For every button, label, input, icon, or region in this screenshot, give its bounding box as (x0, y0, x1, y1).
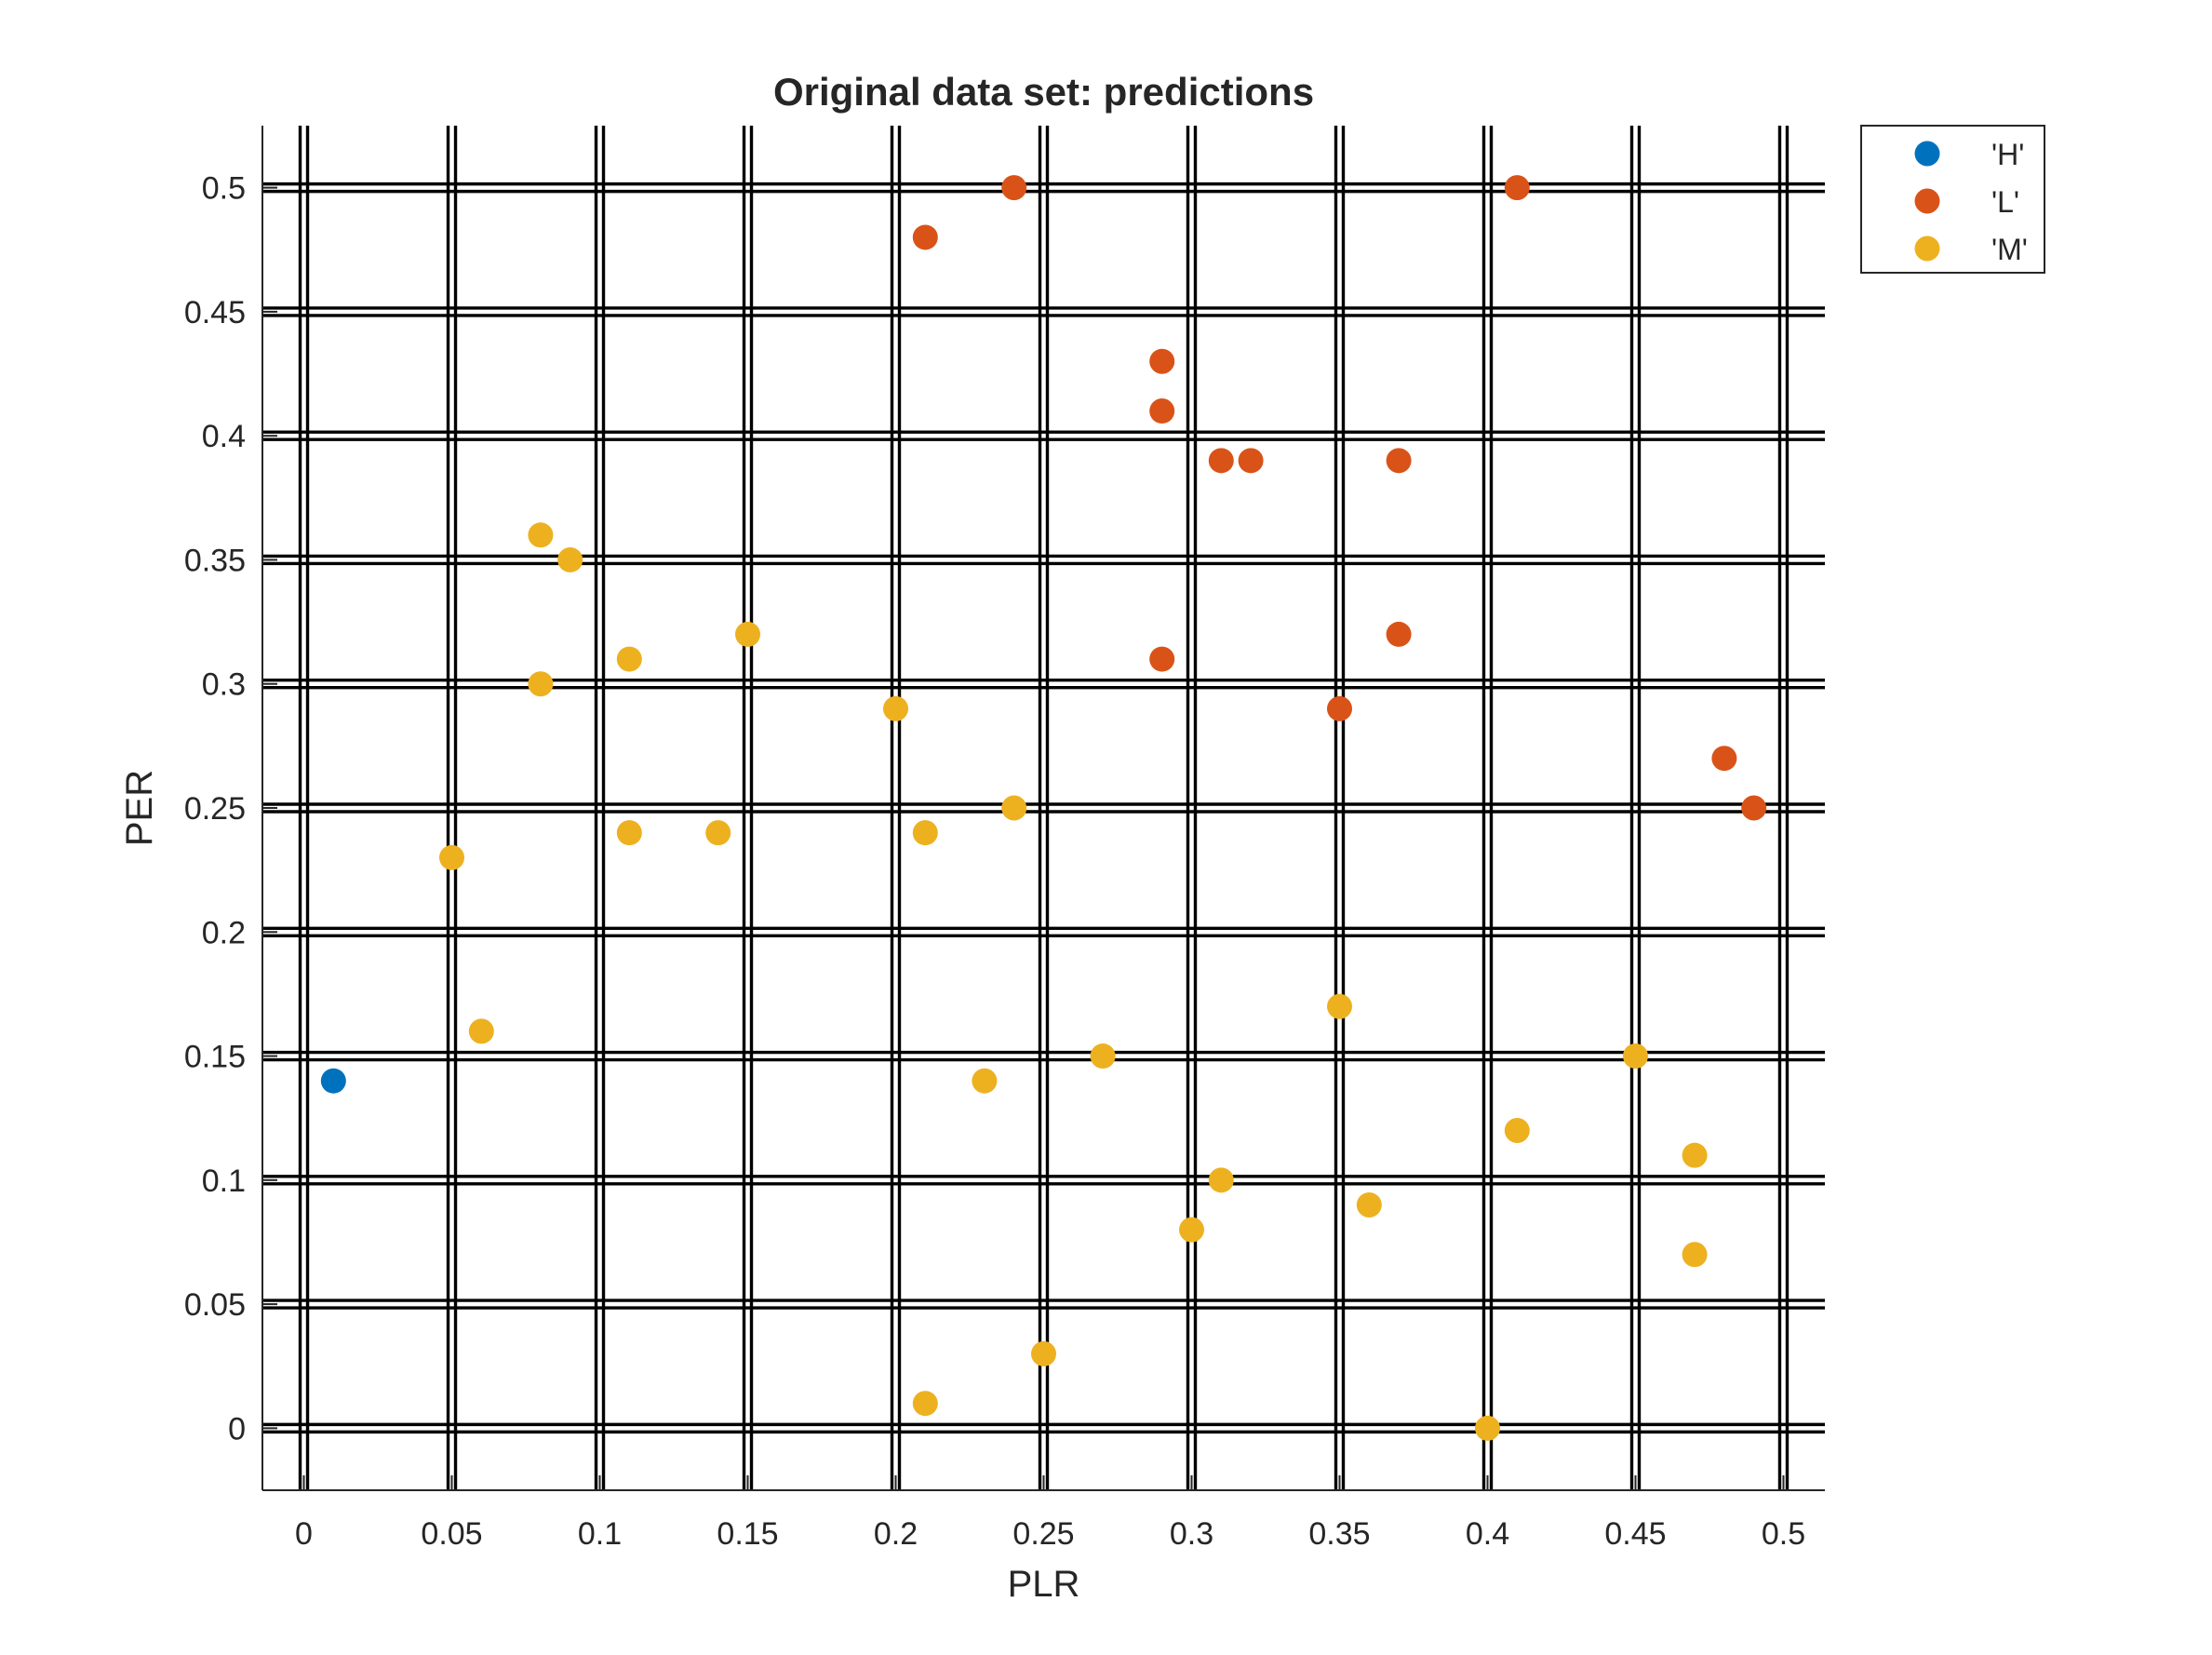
data-point (1682, 1142, 1708, 1168)
y-tick-label: 0.25 (184, 791, 246, 827)
grid-lines (262, 126, 1825, 1490)
data-point (468, 1018, 494, 1044)
x-tick-label: 0.15 (717, 1516, 778, 1552)
data-point (1711, 746, 1737, 772)
data-point (439, 844, 465, 870)
data-point (1622, 1043, 1648, 1070)
data-point (1001, 795, 1027, 821)
data-point (912, 224, 938, 250)
data-point (1090, 1043, 1116, 1070)
y-tick-label: 0.15 (184, 1040, 246, 1075)
data-point (1208, 448, 1234, 474)
x-tick-label: 0.4 (1466, 1516, 1509, 1552)
axes-background (262, 126, 1825, 1490)
y-tick-label: 0.35 (184, 543, 246, 578)
data-point (912, 820, 938, 846)
data-point (1149, 646, 1175, 672)
y-tick-label: 0.1 (202, 1164, 246, 1199)
data-point (1326, 695, 1352, 721)
x-axis-label: PLR (1008, 1564, 1080, 1605)
data-point (1326, 993, 1352, 1019)
data-point (1386, 621, 1412, 647)
y-tick-label: 0.45 (184, 295, 246, 330)
x-ticks: 0 0.05 0.1 0.15 0.2 0.25 0.3 0.35 0.4 0.45 0.5 (295, 1475, 1805, 1552)
plot-area: 0 0.05 0.1 0.15 0.2 0.25 0.3 0.35 0.4 0.45 0.5 0 0.… (184, 126, 1825, 1552)
data-point (1504, 1118, 1530, 1144)
data-point (1741, 795, 1767, 821)
data-points (320, 175, 1767, 1441)
x-tick-label: 0.5 (1762, 1516, 1805, 1552)
data-point (883, 695, 909, 721)
legend-marker (1914, 141, 1940, 167)
data-point (1149, 348, 1175, 374)
legend-marker (1914, 188, 1940, 214)
data-point (1031, 1340, 1056, 1366)
x-tick-label: 0.05 (421, 1516, 482, 1552)
x-tick-label: 0.45 (1604, 1516, 1666, 1552)
y-tick-label: 0.3 (202, 667, 246, 703)
data-point (557, 546, 583, 572)
y-tick-label: 0.2 (202, 915, 246, 950)
y-ticks: 0 0.05 0.1 0.15 0.2 0.25 0.3 0.35 0.4 0.45 0.5 (184, 171, 277, 1446)
legend-marker (1914, 235, 1940, 262)
data-point (1474, 1415, 1500, 1441)
legend: 'H' 'L' 'M' (1860, 125, 2045, 274)
y-tick-label: 0.4 (202, 419, 246, 454)
y-tick-label: 0.5 (202, 171, 246, 207)
data-point (320, 1068, 346, 1094)
x-tick-label: 0 (295, 1516, 313, 1552)
y-tick-label: 0.05 (184, 1287, 246, 1323)
y-axis-label: PER (119, 770, 160, 846)
data-point (735, 621, 761, 647)
data-point (912, 1391, 938, 1417)
data-point (1386, 448, 1412, 474)
data-point (1208, 1167, 1234, 1193)
data-point (528, 671, 554, 697)
data-point (1238, 448, 1264, 474)
chart-title: Original data set: predictions (773, 70, 1314, 114)
data-point (616, 646, 642, 672)
data-point (1682, 1242, 1708, 1268)
data-point (528, 522, 554, 548)
data-point (705, 820, 731, 846)
x-tick-label: 0.25 (1012, 1516, 1074, 1552)
x-tick-label: 0.35 (1308, 1516, 1370, 1552)
legend-label: 'L' (1991, 185, 2019, 219)
data-point (1001, 175, 1027, 201)
data-point (616, 820, 642, 846)
legend-box (1860, 125, 2045, 274)
legend-label: 'H' (1991, 138, 2024, 171)
data-point (1504, 175, 1530, 201)
data-point (1178, 1217, 1204, 1243)
data-point (1149, 398, 1175, 424)
x-tick-label: 0.2 (874, 1516, 918, 1552)
y-tick-label: 0 (228, 1411, 246, 1446)
legend-label: 'M' (1991, 233, 2028, 266)
x-tick-label: 0.1 (578, 1516, 622, 1552)
x-tick-label: 0.3 (1170, 1516, 1213, 1552)
data-point (1356, 1191, 1382, 1218)
data-point (972, 1068, 998, 1094)
